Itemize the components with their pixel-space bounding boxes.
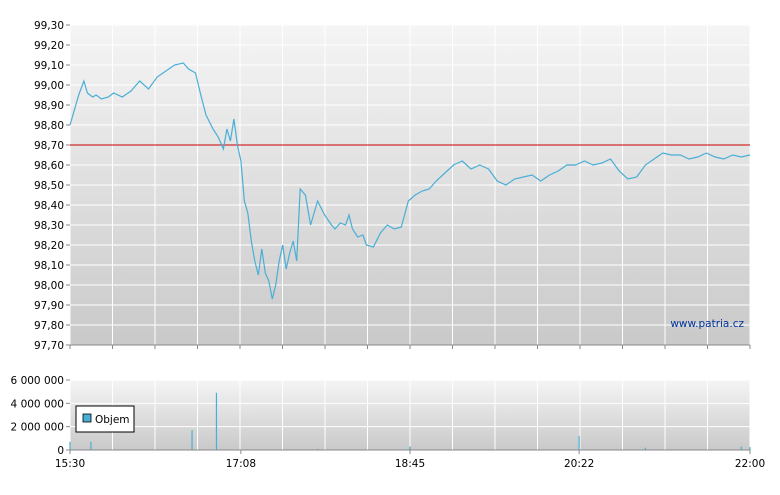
- price-panel: 99,30 99,20 99,10 99,00 98,90 98,80 98,70 98,60…: [34, 20, 751, 352]
- price-y-tick-label: 99,00: [34, 80, 64, 92]
- x-tick-label: 15:30: [55, 458, 85, 470]
- price-y-tick-label: 97,80: [34, 320, 64, 332]
- price-y-axis: 99,30 99,20 99,10 99,00 98,90 98,80 98,70 98,60…: [34, 20, 70, 352]
- volume-bar: [740, 446, 742, 450]
- volume-y-axis: 6 000 000 4 000 000 2 000 000 0: [11, 375, 70, 457]
- volume-bar: [409, 446, 411, 450]
- volume-y-tick-label: 6 000 000: [11, 375, 64, 387]
- volume-x-axis: 15:30 17:08 18:45 20:22 22:00: [55, 450, 765, 470]
- price-y-tick-label: 98,10: [34, 260, 64, 272]
- price-y-tick-label: 97,90: [34, 300, 64, 312]
- price-x-ticks: [69, 345, 751, 349]
- price-y-tick-label: 98,90: [34, 100, 64, 112]
- price-y-tick-label: 98,50: [34, 180, 64, 192]
- price-y-tick-label: 98,30: [34, 220, 64, 232]
- x-tick-label: 18:45: [395, 458, 425, 470]
- price-y-tick-label: 99,20: [34, 40, 64, 52]
- volume-y-tick-label: 4 000 000: [11, 398, 64, 410]
- price-y-tick-label: 98,80: [34, 120, 64, 132]
- price-y-tick-label: 99,30: [34, 20, 64, 32]
- legend-swatch-objem: [82, 413, 92, 423]
- volume-bar: [191, 430, 193, 450]
- volume-bar: [644, 447, 646, 450]
- x-tick-label: 20:22: [564, 458, 594, 470]
- volume-bars: [69, 392, 751, 450]
- price-grid: [69, 24, 751, 346]
- watermark: www.patria.cz: [670, 318, 744, 330]
- legend-label-objem: Objem: [95, 414, 130, 426]
- price-series-line: [69, 62, 751, 300]
- legend: Objem: [75, 405, 135, 433]
- price-y-tick-label: 99,10: [34, 60, 64, 72]
- volume-y-tick-label: 2 000 000: [11, 422, 64, 434]
- x-tick-label: 22:00: [735, 458, 765, 470]
- price-y-tick-label: 98,60: [34, 160, 64, 172]
- x-tick-label: 17:08: [226, 458, 256, 470]
- price-y-tick-label: 98,20: [34, 240, 64, 252]
- volume-bar: [69, 441, 71, 450]
- price-y-tick-label: 98,40: [34, 200, 64, 212]
- volume-bar: [90, 441, 92, 450]
- price-y-tick-label: 97,70: [34, 340, 64, 352]
- volume-bar: [215, 392, 218, 450]
- price-y-tick-label: 98,00: [34, 280, 64, 292]
- price-y-tick-label: 98,70: [34, 140, 64, 152]
- volume-bar: [749, 447, 751, 450]
- volume-bar: [578, 436, 580, 450]
- volume-y-tick-label: 0: [57, 445, 64, 457]
